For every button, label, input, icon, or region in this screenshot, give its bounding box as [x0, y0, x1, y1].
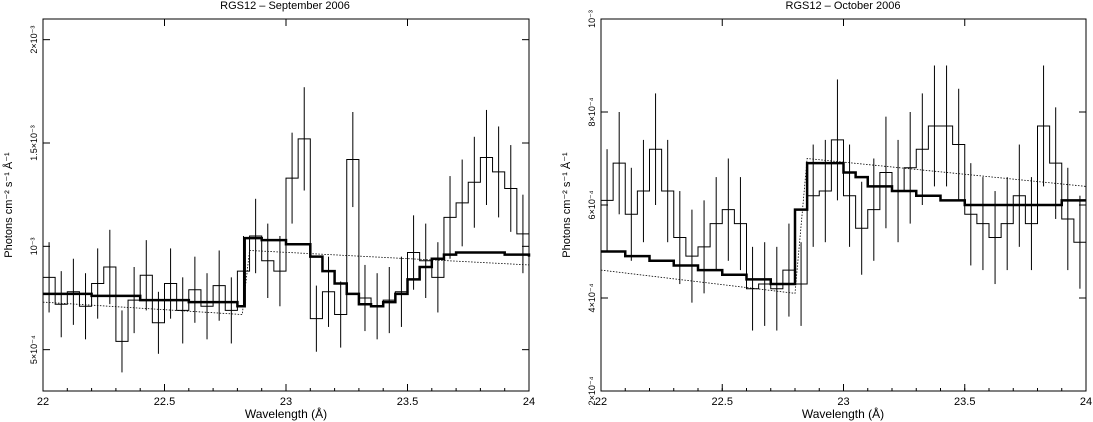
y-tick-label: 4×10⁻⁴	[587, 283, 597, 312]
y-tick-label: 6×10⁻⁴	[587, 190, 597, 219]
y-tick-label: 5×10⁻⁴	[29, 335, 39, 364]
x-tick-label: 22	[595, 396, 607, 408]
x-tick-label: 24	[1080, 396, 1092, 408]
y-axis-label: Photons cm⁻² s⁻¹ Å⁻¹	[560, 152, 573, 258]
chart-title: RGS12 – October 2006	[786, 0, 901, 12]
plot-area	[42, 87, 531, 373]
chart-title: RGS12 – September 2006	[220, 0, 350, 12]
y-axis-label: Photons cm⁻² s⁻¹ Å⁻¹	[2, 152, 15, 258]
continuum-line	[42, 250, 530, 315]
chart-october-2006: RGS12 – October 2006 22 22.5 23 23.5 24 2×10⁻…	[560, 0, 1092, 421]
x-axis-label: Wavelength (Å)	[245, 406, 327, 421]
y-tick-label: 1.5×10⁻³	[29, 125, 39, 161]
x-tick-label: 23	[280, 396, 292, 408]
x-tick-label: 22.5	[712, 396, 733, 408]
x-tick-label: 23.5	[954, 396, 975, 408]
data-histogram	[601, 125, 1086, 290]
plot-area	[600, 65, 1087, 331]
y-tick-label: 2×10⁻³	[29, 26, 39, 54]
chart-september-2006: RGS12 – September 2006 22 22.5 23 23.5 24 5×1…	[2, 0, 535, 421]
x-axis-label: Wavelength (Å)	[802, 406, 884, 421]
y-tick-label: 8×10⁻⁴	[587, 97, 597, 126]
y-tick-label: 10⁻³	[587, 10, 597, 28]
x-tick-label: 23.5	[397, 396, 418, 408]
y-tick-label: 2×10⁻⁴	[587, 376, 597, 405]
model-line	[601, 161, 1086, 286]
data-histogram	[43, 138, 529, 342]
x-tick-label: 24	[523, 396, 535, 408]
axis-ticks: 22 22.5 23 23.5 24 5×10⁻⁴ 10⁻³ 1.5×10⁻³ 2×10⁻³	[29, 19, 535, 408]
x-tick-label: 22	[37, 396, 49, 408]
axis-ticks: 22 22.5 23 23.5 24 2×10⁻⁴ 4×10⁻⁴ 6×10⁻⁴ 8×10⁻⁴ 10…	[587, 10, 1092, 408]
model-line	[43, 236, 531, 308]
y-tick-label: 10⁻³	[29, 237, 39, 255]
x-tick-label: 23	[837, 396, 849, 408]
x-tick-label: 22.5	[154, 396, 175, 408]
